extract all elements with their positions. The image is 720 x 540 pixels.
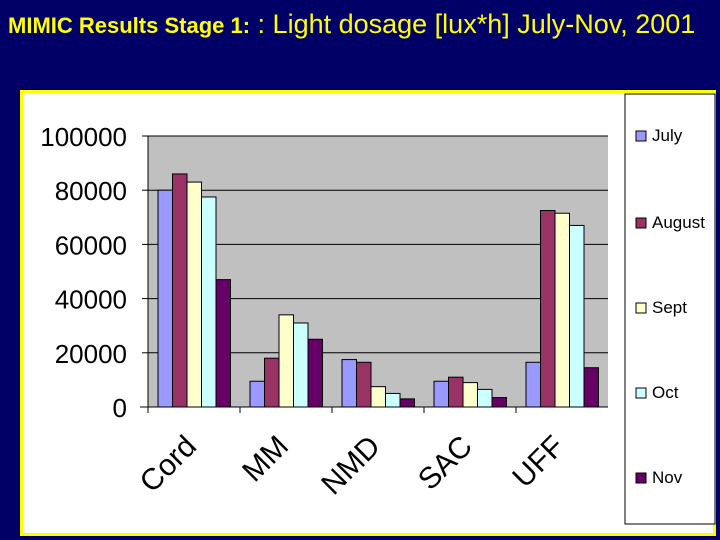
bar-sac-sept (462, 382, 478, 408)
bar-sac-august (448, 376, 464, 408)
bar-nmd-oct (385, 392, 401, 408)
y-tick-label: 100000 (40, 122, 127, 152)
bar-cord-august (172, 173, 188, 408)
legend-swatch-sept (635, 302, 647, 314)
bar-nmd-august (356, 361, 372, 408)
bar-sac-nov (491, 397, 507, 408)
bar-mm-july (249, 380, 265, 408)
bar-nmd-nov (399, 398, 415, 408)
bars (147, 173, 599, 413)
legend-swatch-oct (635, 387, 647, 399)
y-tick-label: 40000 (55, 285, 127, 315)
x-tick-label: Cord (134, 430, 203, 499)
legend-swatch-july (635, 130, 647, 142)
bar-mm-nov (307, 338, 323, 408)
bar-uff-nov (583, 367, 599, 408)
legend-swatch-nov (635, 472, 647, 484)
bar-sac-oct (477, 388, 493, 408)
bar-uff-august (540, 210, 556, 408)
legend-swatch-august (635, 217, 647, 229)
bar-mm-august (264, 357, 280, 408)
bar-nmd-july (341, 359, 357, 408)
bar-mm-oct (293, 322, 309, 408)
legend-label: Sept (652, 298, 687, 317)
bar-cord-sept (186, 181, 202, 408)
bar-cord-oct (201, 196, 217, 408)
bar-uff-july (525, 361, 541, 408)
x-tick-label: SAC (412, 430, 479, 497)
slide-title-rest: : Light dosage [lux*h] July-Nov, 2001 (250, 9, 696, 39)
bar-mm-sept (278, 314, 294, 408)
legend: July August Sept Oct Nov (635, 126, 705, 487)
y-tick-label: 80000 (55, 176, 127, 206)
bar-sac-july (433, 380, 449, 408)
legend-label: Nov (652, 468, 683, 487)
x-tick-label: NMD (315, 430, 387, 502)
y-tick-label: 60000 (55, 230, 127, 260)
legend-label: August (652, 213, 705, 232)
slide-title-bold: MIMIC Results Stage 1: (8, 13, 251, 38)
bar-nmd-sept (370, 386, 386, 408)
bar-uff-sept (554, 212, 570, 408)
bar-cord-nov (215, 279, 231, 408)
slide-title: MIMIC Results Stage 1: : Light dosage [l… (8, 6, 716, 47)
y-axis-ticks: 100000 80000 60000 40000 20000 0 (40, 122, 148, 423)
y-tick-label: 20000 (55, 339, 127, 369)
legend-label: Oct (652, 383, 679, 402)
y-tick-label: 0 (113, 393, 127, 423)
x-axis-labels: Cord MM NMD SAC UFF (134, 430, 571, 502)
legend-label: July (652, 126, 683, 145)
bar-cord-july (157, 189, 173, 408)
x-tick-label: UFF (506, 430, 571, 495)
bar-uff-oct (569, 224, 585, 408)
x-tick-label: MM (236, 430, 295, 489)
